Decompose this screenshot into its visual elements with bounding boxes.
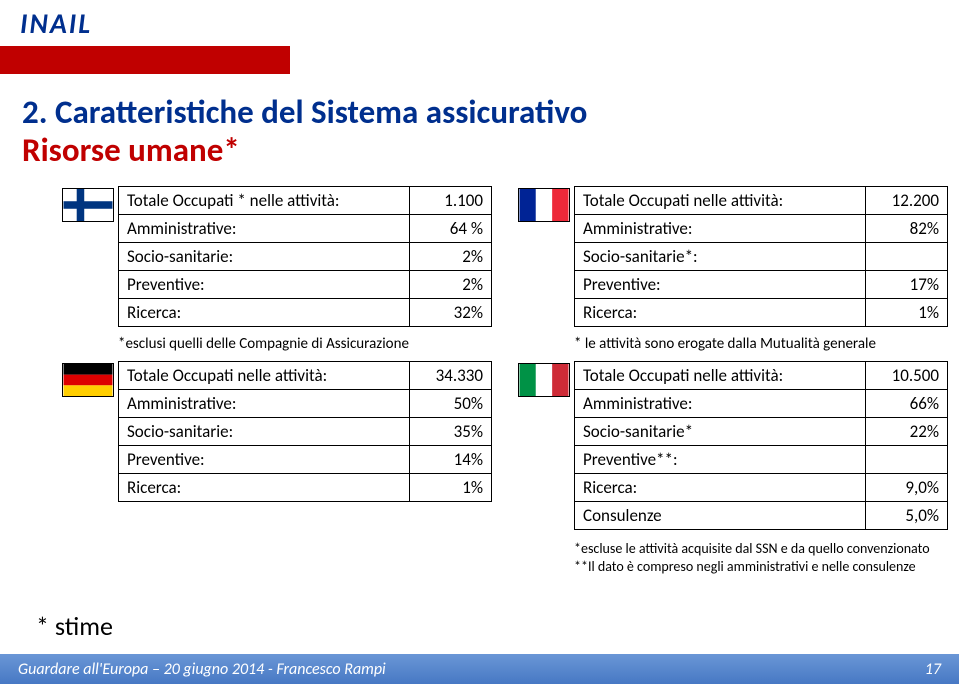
finland-block: Totale Occupati * nelle attività:1.100 A… <box>118 186 492 327</box>
italy-note-1: *escluse le attività acquisite dal SSN e… <box>574 540 948 558</box>
finland-table: Totale Occupati * nelle attività:1.100 A… <box>118 186 492 327</box>
germany-flag-icon <box>62 363 114 397</box>
table-row: Socio-sanitarie:2% <box>119 243 492 271</box>
france-flag-icon <box>518 188 570 222</box>
slide-title: 2. Caratteristiche del Sistema assicurat… <box>22 92 587 170</box>
table-row: Amministrative:66% <box>575 390 948 418</box>
table-row: Ricerca:1% <box>575 299 948 327</box>
italy-note-2: **Il dato è compreso negli amministrativ… <box>574 558 948 576</box>
footer-text: Guardare all'Europa – 20 giugno 2014 - F… <box>18 660 386 679</box>
italy-table: Totale Occupati nelle attività:10.500 Am… <box>574 361 948 530</box>
title-main: 2. Caratteristiche del Sistema assicurat… <box>22 92 587 132</box>
right-column: Totale Occupati nelle attività:12.200 Am… <box>518 186 948 576</box>
finland-note: *esclusi quelli delle Compagnie di Assic… <box>118 335 492 353</box>
italy-block: Totale Occupati nelle attività:10.500 Am… <box>574 361 948 530</box>
table-row: Consulenze5,0% <box>575 502 948 530</box>
title-sub: Risorse umane* <box>22 130 587 170</box>
italy-flag-icon <box>518 363 570 397</box>
table-row: Totale Occupati * nelle attività:1.100 <box>119 187 492 215</box>
table-row: Preventive**: <box>575 446 948 474</box>
table-row: Preventive:14% <box>119 446 492 474</box>
table-row: Ricerca:9,0% <box>575 474 948 502</box>
france-note: * le attività sono erogate dalla Mutuali… <box>574 335 948 353</box>
footer-page-number: 17 <box>925 660 941 679</box>
finland-flag-icon <box>62 188 114 222</box>
france-block: Totale Occupati nelle attività:12.200 Am… <box>574 186 948 327</box>
table-row: Totale Occupati nelle attività:12.200 <box>575 187 948 215</box>
logo: INAIL <box>20 6 92 41</box>
italy-footnotes: *escluse le attività acquisite dal SSN e… <box>574 540 948 576</box>
table-row: Amministrative:64 % <box>119 215 492 243</box>
table-row: Totale Occupati nelle attività:34.330 <box>119 362 492 390</box>
table-row: Amministrative:82% <box>575 215 948 243</box>
table-row: Amministrative:50% <box>119 390 492 418</box>
table-row: Socio-sanitarie:35% <box>119 418 492 446</box>
table-row: Ricerca:32% <box>119 299 492 327</box>
germany-table: Totale Occupati nelle attività:34.330 Am… <box>118 361 492 502</box>
germany-block: Totale Occupati nelle attività:34.330 Am… <box>118 361 492 502</box>
left-column: Totale Occupati * nelle attività:1.100 A… <box>62 186 492 502</box>
footer-bar: Guardare all'Europa – 20 giugno 2014 - F… <box>0 654 959 684</box>
france-table: Totale Occupati nelle attività:12.200 Am… <box>574 186 948 327</box>
red-accent-bar <box>0 46 290 74</box>
table-row: Socio-sanitarie*22% <box>575 418 948 446</box>
table-row: Ricerca:1% <box>119 474 492 502</box>
table-row: Socio-sanitarie*: <box>575 243 948 271</box>
stime-label: * stime <box>36 610 113 642</box>
table-row: Preventive:17% <box>575 271 948 299</box>
table-row: Preventive:2% <box>119 271 492 299</box>
table-row: Totale Occupati nelle attività:10.500 <box>575 362 948 390</box>
